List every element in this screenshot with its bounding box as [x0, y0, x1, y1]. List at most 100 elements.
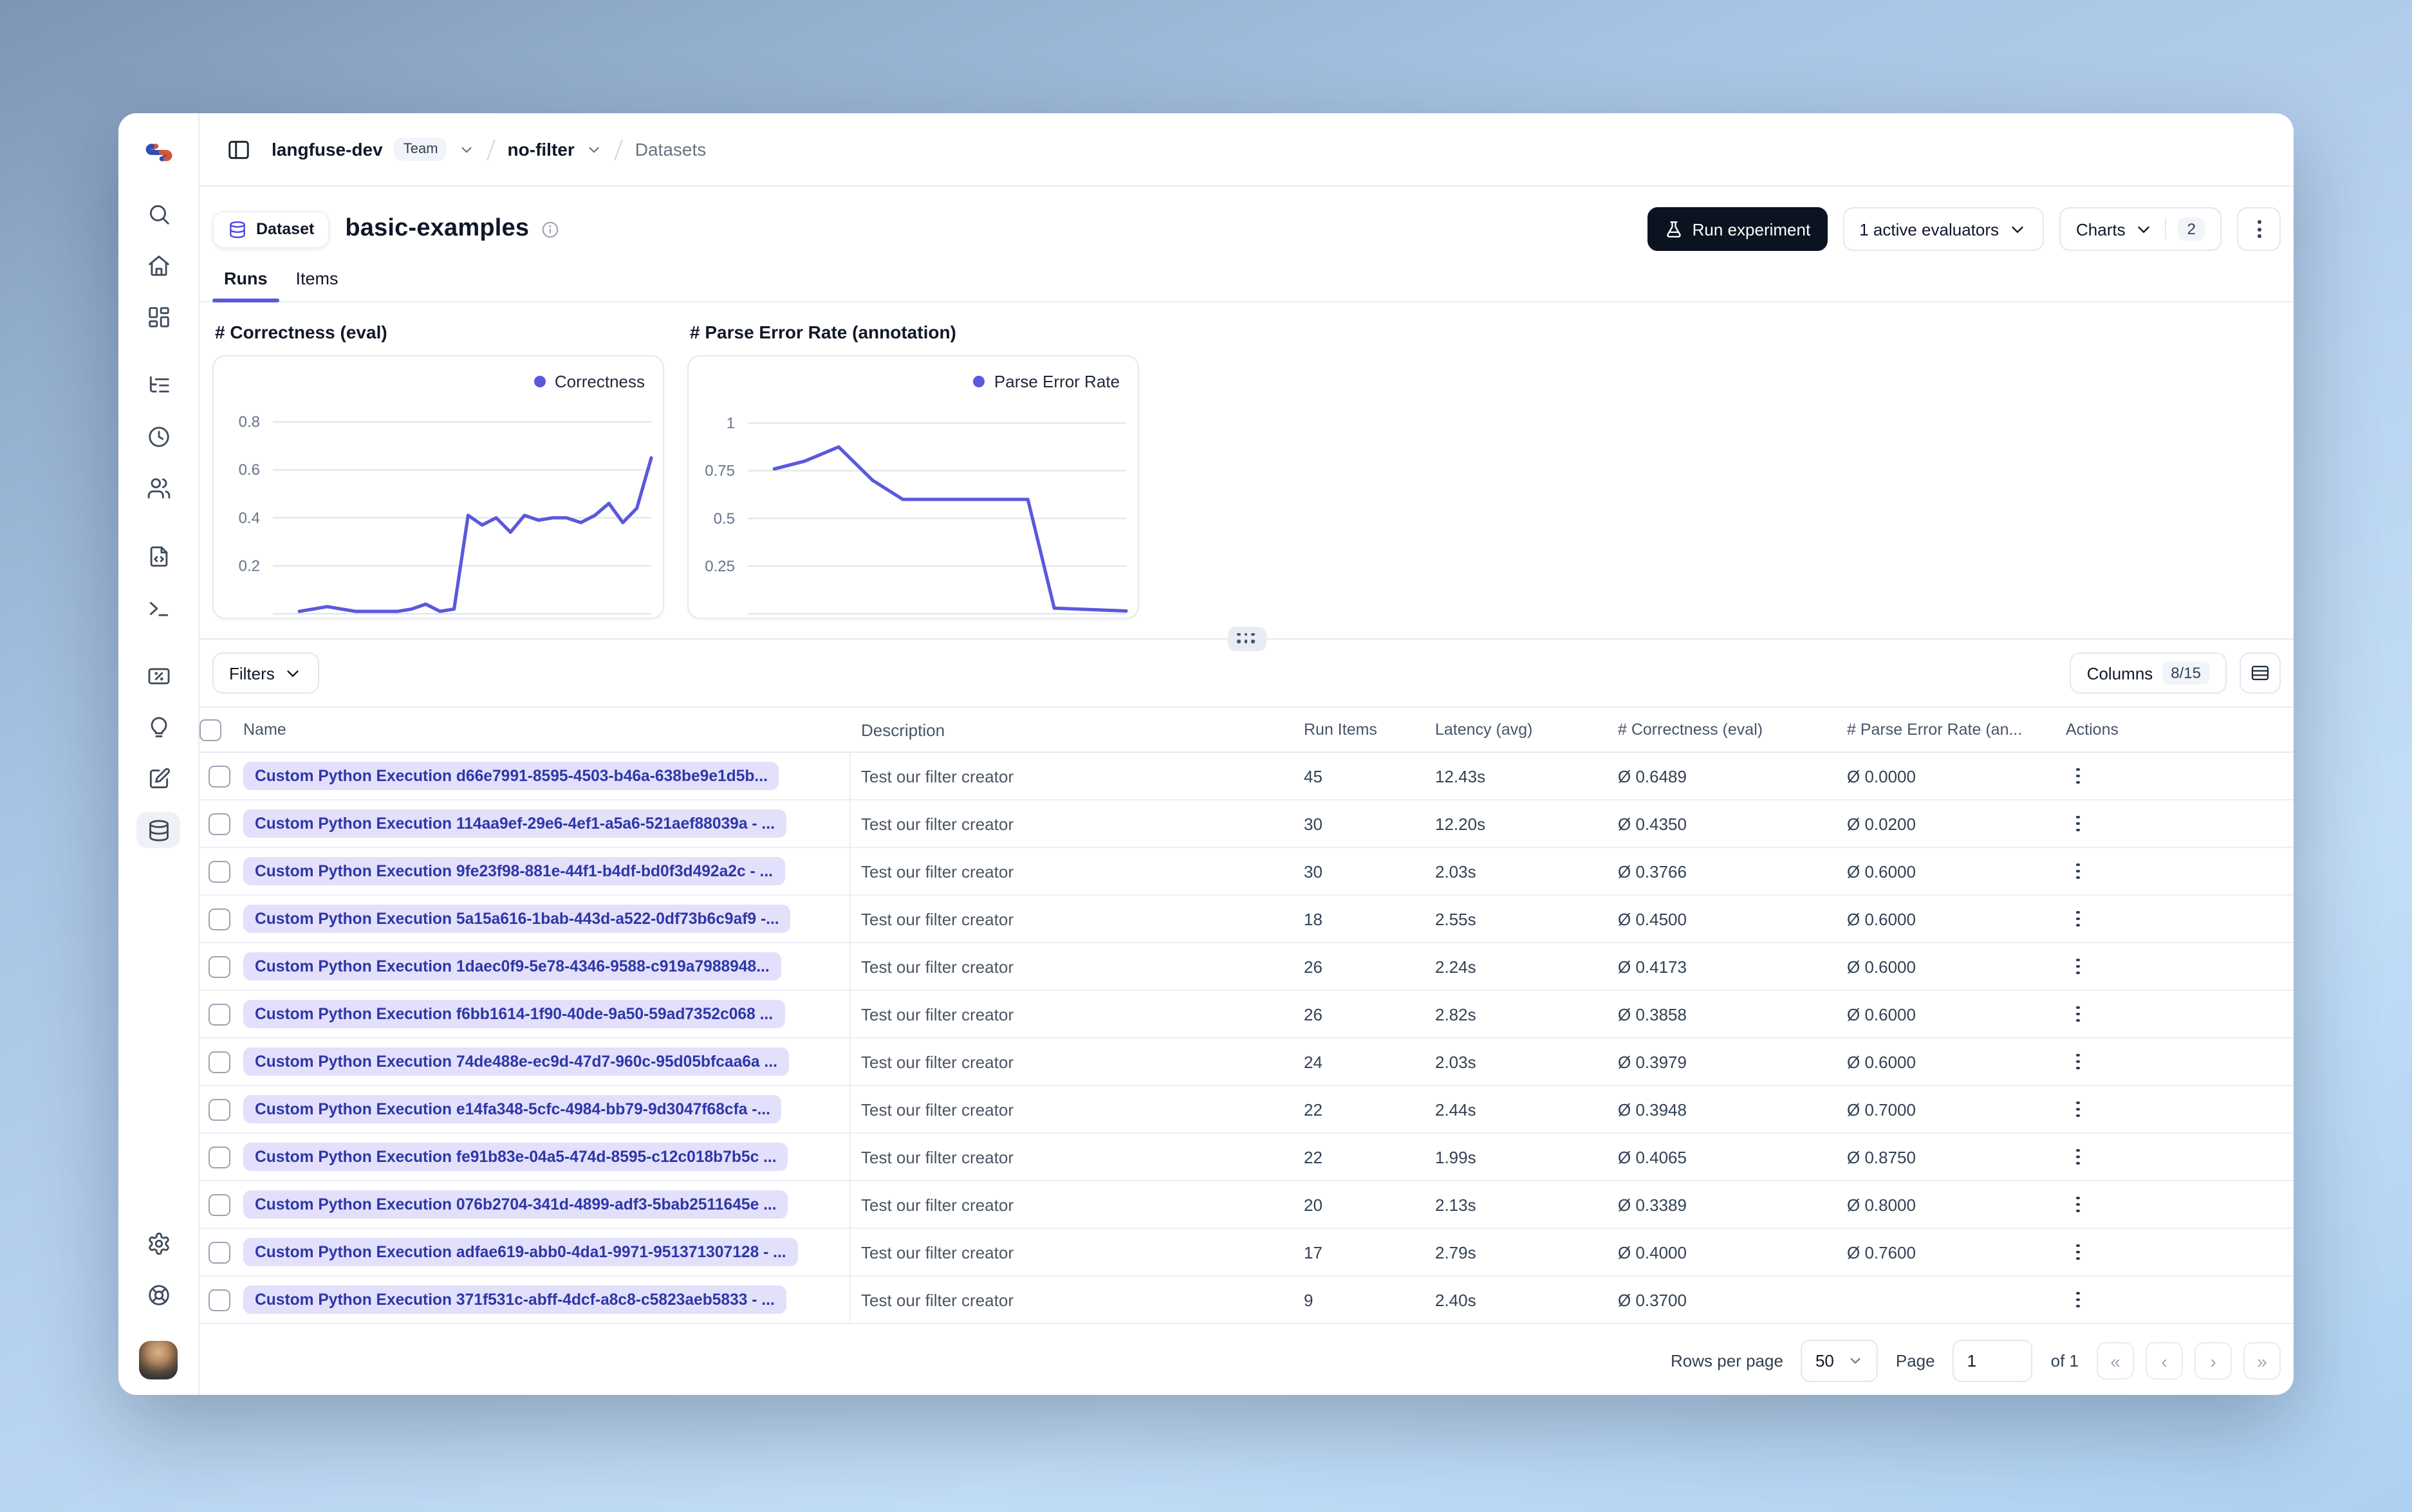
- run-items-value: 26: [1304, 957, 1322, 976]
- next-page-button[interactable]: ›: [2194, 1342, 2232, 1379]
- run-name-link[interactable]: Custom Python Execution adfae619-abb0-4d…: [243, 1238, 798, 1266]
- row-actions-kebab-icon[interactable]: [2068, 1141, 2088, 1173]
- row-actions-kebab-icon[interactable]: [2068, 807, 2088, 840]
- table-row[interactable]: Custom Python Execution 076b2704-341d-48…: [199, 1181, 2294, 1229]
- sessions-icon[interactable]: [136, 418, 180, 454]
- table-row[interactable]: Custom Python Execution 74de488e-ec9d-47…: [199, 1038, 2294, 1086]
- users-icon[interactable]: [136, 470, 180, 506]
- run-name-link[interactable]: Custom Python Execution 74de488e-ec9d-47…: [243, 1047, 789, 1076]
- row-actions-kebab-icon[interactable]: [2068, 1188, 2088, 1221]
- table-row[interactable]: Custom Python Execution d66e7991-8595-45…: [199, 753, 2294, 800]
- row-actions-kebab-icon[interactable]: [2068, 950, 2088, 982]
- insights-icon[interactable]: [136, 709, 180, 745]
- run-name-link[interactable]: Custom Python Execution 1daec0f9-5e78-43…: [243, 952, 781, 981]
- select-all-checkbox[interactable]: [199, 719, 221, 741]
- tracing-icon[interactable]: [136, 367, 180, 403]
- support-icon[interactable]: [136, 1277, 180, 1313]
- row-actions-kebab-icon[interactable]: [2068, 1093, 2088, 1125]
- first-page-button[interactable]: «: [2097, 1342, 2134, 1379]
- row-actions-kebab-icon[interactable]: [2068, 760, 2088, 792]
- row-actions-kebab-icon[interactable]: [2068, 903, 2088, 935]
- page-input[interactable]: [1953, 1340, 2033, 1382]
- chevron-down-icon[interactable]: [459, 141, 476, 158]
- datasets-icon[interactable]: [136, 812, 180, 848]
- evaluators-icon[interactable]: [136, 658, 180, 694]
- tab-items[interactable]: Items: [295, 269, 339, 288]
- column-header-description[interactable]: Description: [861, 720, 945, 739]
- row-checkbox[interactable]: [209, 908, 230, 930]
- tab-runs[interactable]: Runs: [212, 269, 279, 302]
- breadcrumb-section[interactable]: Datasets: [635, 139, 707, 160]
- row-actions-kebab-icon[interactable]: [2068, 855, 2088, 887]
- chevron-down-icon[interactable]: [586, 141, 603, 158]
- row-checkbox[interactable]: [209, 1098, 230, 1120]
- prompts-icon[interactable]: [136, 538, 180, 574]
- run-items-value: 22: [1304, 1100, 1322, 1119]
- run-name-link[interactable]: Custom Python Execution 076b2704-341d-48…: [243, 1190, 788, 1219]
- run-name-link[interactable]: Custom Python Execution 9fe23f98-881e-44…: [243, 857, 785, 885]
- row-checkbox[interactable]: [209, 765, 230, 787]
- table-row[interactable]: Custom Python Execution 5a15a616-1bab-44…: [199, 896, 2294, 943]
- row-checkbox[interactable]: [209, 1241, 230, 1263]
- row-actions-kebab-icon[interactable]: [2068, 1284, 2088, 1316]
- run-name-link[interactable]: Custom Python Execution d66e7991-8595-45…: [243, 762, 779, 790]
- row-checkbox[interactable]: [209, 955, 230, 977]
- row-checkbox[interactable]: [209, 1003, 230, 1025]
- more-actions-button[interactable]: [2237, 207, 2281, 251]
- playground-icon[interactable]: [136, 589, 180, 625]
- row-checkbox[interactable]: [209, 813, 230, 834]
- dashboards-icon[interactable]: [136, 299, 180, 335]
- column-header-correctness[interactable]: # Correctness (eval): [1618, 721, 1763, 739]
- panel-toggle-icon[interactable]: [220, 131, 256, 167]
- last-page-button[interactable]: »: [2243, 1342, 2281, 1379]
- annotations-icon[interactable]: [136, 761, 180, 797]
- row-actions-kebab-icon[interactable]: [2068, 1046, 2088, 1078]
- info-icon[interactable]: [541, 219, 560, 239]
- row-checkbox[interactable]: [209, 860, 230, 882]
- active-evaluators-button[interactable]: 1 active evaluators: [1842, 207, 2045, 251]
- table-row[interactable]: Custom Python Execution 114aa9ef-29e6-4e…: [199, 800, 2294, 848]
- search-icon[interactable]: [136, 196, 180, 232]
- row-height-button[interactable]: [2240, 652, 2281, 694]
- table-row[interactable]: Custom Python Execution adfae619-abb0-4d…: [199, 1229, 2294, 1277]
- run-name-link[interactable]: Custom Python Execution 5a15a616-1bab-44…: [243, 905, 791, 933]
- org-name[interactable]: langfuse-dev: [272, 139, 383, 160]
- row-checkbox[interactable]: [209, 1289, 230, 1311]
- prev-page-button[interactable]: ‹: [2146, 1342, 2183, 1379]
- run-description: Test our filter creator: [861, 1290, 1014, 1309]
- row-checkbox[interactable]: [209, 1194, 230, 1215]
- button-divider: [2165, 219, 2167, 239]
- dataset-type-label: Dataset: [256, 220, 315, 238]
- column-header-latency[interactable]: Latency (avg): [1435, 721, 1533, 739]
- rows-per-page-select[interactable]: 50: [1801, 1340, 1878, 1382]
- run-name-link[interactable]: Custom Python Execution e14fa348-5cfc-49…: [243, 1095, 782, 1123]
- filters-button[interactable]: Filters: [212, 652, 320, 694]
- column-header-parse-error-rate[interactable]: # Parse Error Rate (an...: [1847, 721, 2023, 739]
- home-icon[interactable]: [136, 247, 180, 283]
- run-name-link[interactable]: Custom Python Execution 371f531c-abff-4d…: [243, 1286, 786, 1314]
- charts-button[interactable]: Charts 2: [2059, 207, 2222, 251]
- column-header-name[interactable]: Name: [243, 721, 286, 739]
- run-experiment-button[interactable]: Run experiment: [1647, 207, 1828, 251]
- row-actions-kebab-icon[interactable]: [2068, 998, 2088, 1030]
- rows-per-page-label: Rows per page: [1671, 1351, 1783, 1370]
- table-row[interactable]: Custom Python Execution 1daec0f9-5e78-43…: [199, 943, 2294, 991]
- columns-button[interactable]: Columns 8/15: [2070, 652, 2227, 694]
- table-row[interactable]: Custom Python Execution e14fa348-5cfc-49…: [199, 1086, 2294, 1134]
- row-actions-kebab-icon[interactable]: [2068, 1236, 2088, 1268]
- run-name-link[interactable]: Custom Python Execution f6bb1614-1f90-40…: [243, 1000, 785, 1028]
- settings-icon[interactable]: [136, 1225, 180, 1261]
- table-row[interactable]: Custom Python Execution fe91b83e-04a5-47…: [199, 1134, 2294, 1181]
- run-name-link[interactable]: Custom Python Execution 114aa9ef-29e6-4e…: [243, 809, 786, 838]
- run-name-link[interactable]: Custom Python Execution fe91b83e-04a5-47…: [243, 1143, 788, 1171]
- column-header-run-items[interactable]: Run Items: [1304, 721, 1377, 739]
- project-name[interactable]: no-filter: [507, 139, 575, 160]
- table-row[interactable]: Custom Python Execution 371f531c-abff-4d…: [199, 1277, 2294, 1324]
- row-checkbox[interactable]: [209, 1051, 230, 1073]
- table-row[interactable]: Custom Python Execution f6bb1614-1f90-40…: [199, 991, 2294, 1038]
- table-row[interactable]: Custom Python Execution 9fe23f98-881e-44…: [199, 848, 2294, 896]
- topbar: langfuse-dev Team no-filter Datasets: [199, 113, 2294, 187]
- user-avatar[interactable]: [139, 1341, 178, 1379]
- row-checkbox[interactable]: [209, 1146, 230, 1168]
- resize-grip[interactable]: [1227, 627, 1266, 651]
